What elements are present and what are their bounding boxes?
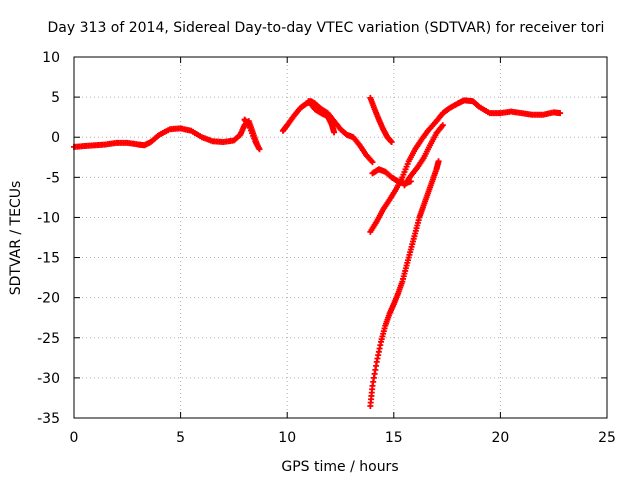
x-tick-label: 15 [385,430,403,446]
series-arc-5 [367,97,564,235]
series-arc-3 [305,98,338,136]
x-axis-label: GPS time / hours [281,459,398,475]
y-tick-label: 5 [51,90,60,106]
data-point [256,146,263,153]
x-tick-label: 10 [278,430,296,446]
data-point [557,110,564,117]
data-point [435,158,442,165]
plot-frame [73,56,608,419]
data-point [439,122,446,129]
y-tick-label: -25 [37,331,60,347]
series-arc-8 [401,122,446,189]
chart-title: Day 313 of 2014, Sidereal Day-to-day VTE… [48,20,605,36]
x-tick-label: 25 [598,430,616,446]
data-point [369,159,376,166]
y-tick-label: 10 [42,50,60,66]
y-tick-label: -20 [37,291,60,307]
series-arc-6 [367,158,442,409]
y-tick-label: -15 [37,251,60,267]
x-tick-label: 5 [176,430,185,446]
axis-ticks: 0 5 10 15 20 25 -35 -30 -25 -20 -15 -10 -5 0 5 10 [37,50,616,446]
series-arc-4 [367,94,395,146]
data-point [388,139,395,146]
y-tick-label: 0 [51,130,60,146]
y-axis-label: SDTVAR / TECUs [8,181,24,296]
y-tick-label: -30 [37,371,60,387]
grid-lines [74,57,607,418]
y-tick-label: -35 [37,411,60,427]
x-tick-label: 20 [491,430,509,446]
y-tick-label: -5 [46,170,60,186]
x-tick-label: 0 [70,430,79,446]
series-arc-9 [241,116,263,153]
y-tick-label: -10 [37,210,60,226]
data-point [331,129,338,136]
data-points [71,94,564,409]
